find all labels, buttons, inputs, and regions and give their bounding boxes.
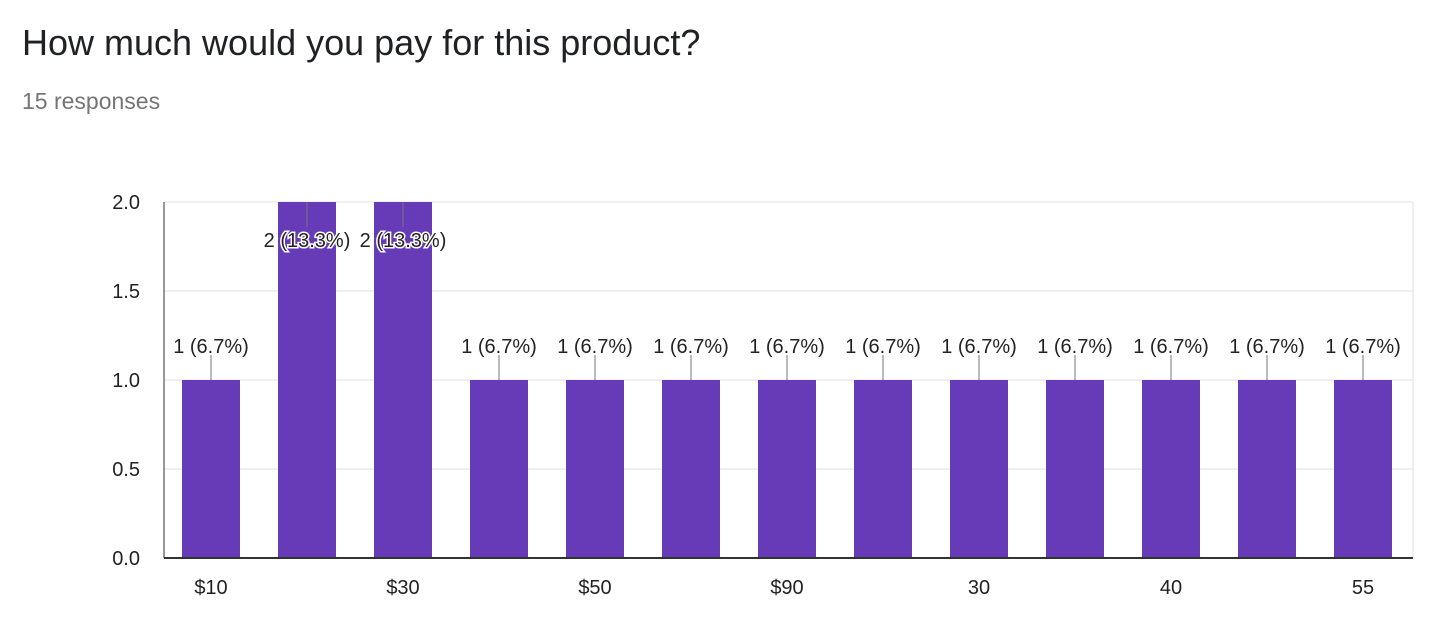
- y-tick-label: 1.0: [112, 370, 140, 392]
- y-tick-label: 2.0: [112, 192, 140, 214]
- data-label: 1 (6.7%): [1325, 336, 1401, 358]
- data-label: 2 (13.3%): [360, 230, 447, 252]
- bar: [758, 380, 816, 558]
- data-label: 1 (6.7%): [845, 336, 921, 358]
- bar: [662, 380, 720, 558]
- data-label: 1 (6.7%): [557, 336, 633, 358]
- bar: [278, 202, 336, 558]
- bar: [1046, 380, 1104, 558]
- data-label: 2 (13.3%): [264, 230, 351, 252]
- data-label: 1 (6.7%): [461, 336, 537, 358]
- x-tick-label: $30: [386, 577, 419, 599]
- x-tick-label: $50: [578, 577, 611, 599]
- data-label: 1 (6.7%): [1133, 336, 1209, 358]
- bar: [566, 380, 624, 558]
- data-label: 1 (6.7%): [1037, 336, 1113, 358]
- bar: [1238, 380, 1296, 558]
- data-label: 1 (6.7%): [749, 336, 825, 358]
- data-label: 1 (6.7%): [173, 336, 249, 358]
- bar: [374, 202, 432, 558]
- bar: [1334, 380, 1392, 558]
- bar: [182, 380, 240, 558]
- data-label: 1 (6.7%): [1229, 336, 1305, 358]
- chart-title: How much would you pay for this product?: [22, 22, 701, 63]
- y-tick-label: 0.5: [112, 459, 140, 481]
- x-tick-label: $10: [194, 577, 227, 599]
- bar: [1142, 380, 1200, 558]
- data-label: 1 (6.7%): [653, 336, 729, 358]
- y-tick-label: 0.0: [112, 548, 140, 570]
- x-tick-label: 30: [968, 577, 990, 599]
- data-label: 1 (6.7%): [941, 336, 1017, 358]
- bar: [854, 380, 912, 558]
- response-count: 15 responses: [22, 88, 161, 114]
- x-tick-label: 55: [1352, 577, 1374, 599]
- x-tick-label: 40: [1160, 577, 1182, 599]
- bar: [950, 380, 1008, 558]
- y-tick-label: 1.5: [112, 281, 140, 303]
- x-tick-label: $90: [770, 577, 803, 599]
- bar: [470, 380, 528, 558]
